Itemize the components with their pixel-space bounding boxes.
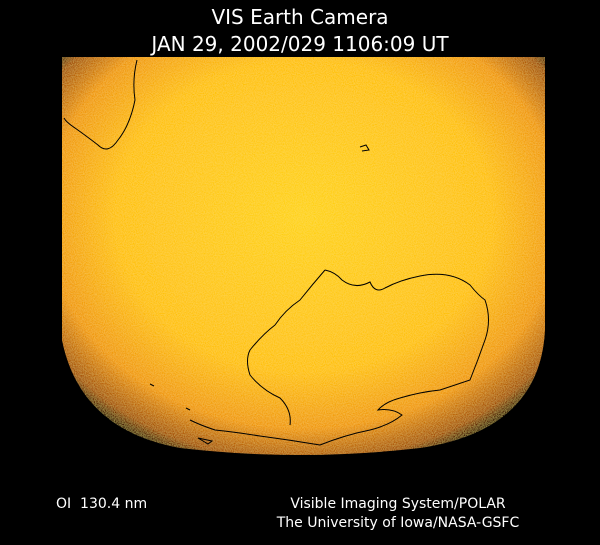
credit-line: Visible Imaging System/POLAR bbox=[290, 496, 506, 512]
coastlines bbox=[63, 59, 489, 446]
credit-line: The University of Iowa/NASA-GSFC bbox=[276, 515, 520, 531]
title: VIS Earth Camera bbox=[211, 5, 388, 29]
wavelength: OI 130.4 nm bbox=[56, 496, 147, 512]
timestamp: JAN 29, 2002/029 1106:09 UT bbox=[149, 32, 449, 56]
earth-image bbox=[62, 57, 545, 455]
